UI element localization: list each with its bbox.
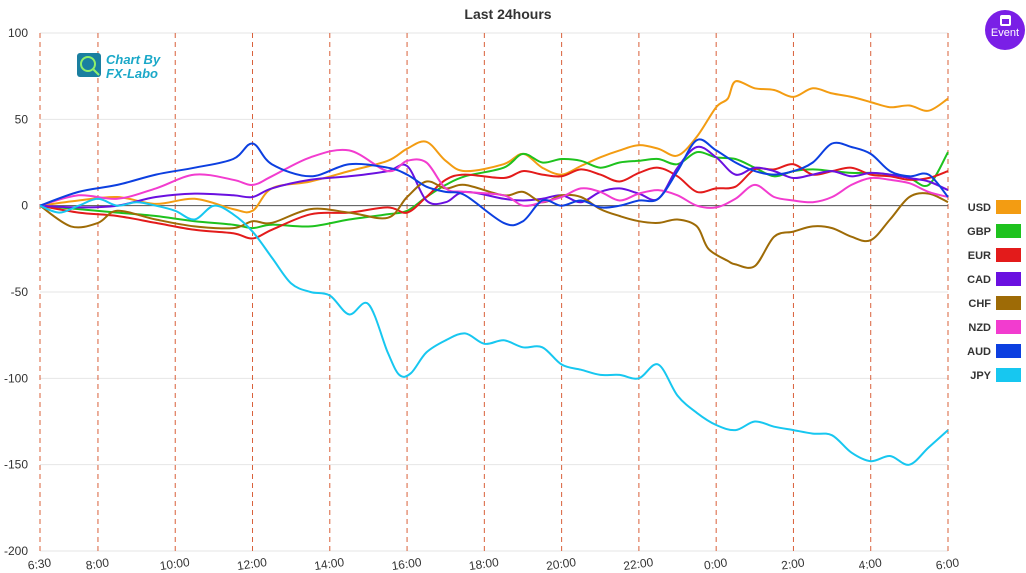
legend-swatch-jpy[interactable] [996, 368, 1021, 382]
calendar-icon [999, 15, 1011, 26]
legend-label-nzd: NZD [968, 322, 991, 334]
legend-label-eur: EUR [968, 250, 991, 262]
legend-label-jpy: JPY [970, 370, 991, 382]
x-tick-label: 8:00 [85, 555, 110, 572]
logo-line2: FX-Labo [106, 66, 158, 81]
magnifier-icon [80, 56, 96, 72]
x-tick-label: 12:00 [236, 555, 268, 573]
x-tick-label: 18:00 [468, 555, 500, 573]
legend-swatch-usd[interactable] [996, 200, 1021, 214]
x-tick-label: 0:00 [703, 555, 728, 572]
x-tick-label: 4:00 [858, 555, 883, 572]
x-tick-label: 2:00 [780, 555, 805, 572]
y-tick-label: -100 [4, 371, 28, 385]
legend-label-aud: AUD [967, 346, 991, 358]
series-line-nzd [39, 148, 949, 209]
legend-swatch-nzd[interactable] [996, 320, 1021, 334]
chart-title: Last 24hours [464, 6, 551, 22]
x-tick-label: 6:00 [935, 555, 960, 572]
x-tick-label: 20:00 [545, 555, 577, 573]
event-button-label: Event [990, 27, 1020, 39]
y-tick-label: -200 [4, 544, 28, 558]
series-line-chf [39, 180, 949, 269]
legend-swatch-aud[interactable] [996, 344, 1021, 358]
x-tick-label: 6:30 [27, 555, 52, 572]
logo-line1: Chart By [106, 52, 161, 67]
legend-swatch-gbp[interactable] [996, 224, 1021, 238]
series-line-aud [39, 138, 949, 227]
grid [40, 32, 948, 552]
series-line-jpy [39, 197, 949, 466]
y-tick-label: 0 [21, 199, 28, 213]
legend-label-cad: CAD [967, 274, 991, 286]
legend-swatch-chf[interactable] [996, 296, 1021, 310]
x-axis: 6:30 8:00 10:00 12:00 14:00 16:00 18:00 20:00 22… [27, 555, 960, 573]
fx-labo-logo: Chart By FX-Labo [77, 52, 161, 81]
y-tick-label: 50 [15, 112, 29, 126]
x-tick-label: 22:00 [622, 555, 654, 573]
legend-label-gbp: GBP [967, 226, 991, 238]
y-tick-label: 100 [8, 26, 28, 40]
series-line-usd [39, 80, 949, 214]
series-lines [39, 80, 949, 466]
legend[interactable]: USD GBP EUR CAD CHF NZD AUD JPY [967, 200, 1021, 382]
series-line-cad [39, 145, 949, 209]
legend-swatch-cad[interactable] [996, 272, 1021, 286]
y-tick-label: -50 [11, 285, 29, 299]
x-tick-label: 16:00 [391, 555, 423, 573]
y-axis: 100 50 0 -50 -100 -150 -200 [4, 26, 28, 558]
legend-swatch-eur[interactable] [996, 248, 1021, 262]
x-tick-label: 14:00 [313, 555, 345, 573]
y-tick-label: -150 [4, 458, 28, 472]
event-button[interactable]: Event [985, 10, 1025, 50]
legend-label-usd: USD [968, 202, 991, 214]
x-tick-label: 10:00 [159, 555, 191, 573]
legend-label-chf: CHF [968, 298, 991, 310]
